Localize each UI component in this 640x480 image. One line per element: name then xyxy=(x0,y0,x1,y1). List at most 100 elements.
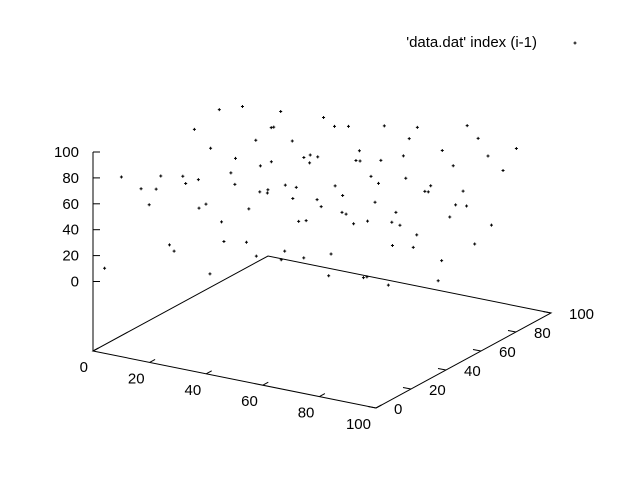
data-point xyxy=(394,210,398,214)
data-point-marker xyxy=(489,223,493,227)
data-point xyxy=(322,116,326,120)
y-tick-label: 40 xyxy=(464,363,481,380)
data-point-marker xyxy=(341,193,345,197)
data-point xyxy=(208,272,212,276)
y-tick-mark xyxy=(507,330,517,333)
data-point xyxy=(465,124,469,128)
data-point xyxy=(233,182,237,186)
data-point-marker xyxy=(217,108,221,112)
data-point-marker xyxy=(316,155,320,159)
x-tick-mark xyxy=(149,358,156,363)
data-point xyxy=(244,240,248,244)
data-point xyxy=(269,160,273,164)
data-point-marker xyxy=(440,148,444,152)
data-point xyxy=(440,148,444,152)
data-point xyxy=(398,223,402,227)
data-point xyxy=(147,203,151,207)
data-point-marker xyxy=(390,220,394,224)
y-tick-mark xyxy=(402,387,412,390)
data-point-marker xyxy=(240,105,244,108)
data-point-marker xyxy=(386,283,390,287)
data-point xyxy=(514,146,518,150)
data-point xyxy=(172,249,176,253)
data-point xyxy=(390,220,394,224)
data-point xyxy=(204,202,208,206)
x-tick-mark xyxy=(92,347,99,352)
z-tick-label: 80 xyxy=(62,170,79,187)
data-point-marker xyxy=(302,156,306,160)
data-point xyxy=(229,171,233,175)
x-tick-label: 100 xyxy=(346,416,371,433)
data-point xyxy=(426,190,430,194)
data-point-marker xyxy=(272,125,276,129)
data-point-marker xyxy=(279,258,283,262)
data-point xyxy=(240,105,244,108)
legend-plus-marker xyxy=(573,41,577,45)
data-point-marker xyxy=(204,202,208,206)
data-point xyxy=(429,184,433,188)
data-point xyxy=(192,127,196,131)
data-point xyxy=(358,159,362,163)
data-point-marker xyxy=(352,222,356,226)
data-point xyxy=(407,137,411,141)
data-point-marker xyxy=(291,197,295,201)
data-point xyxy=(302,156,306,160)
data-point xyxy=(486,154,490,158)
data-point-marker xyxy=(465,124,469,128)
data-point xyxy=(346,124,350,128)
data-point-marker xyxy=(394,210,398,214)
data-point-marker xyxy=(302,256,306,260)
y-tick-label: 0 xyxy=(394,401,402,418)
legend-label: 'data.dat' index (i-1) xyxy=(406,34,537,51)
data-point xyxy=(357,149,361,153)
data-point xyxy=(279,109,283,113)
data-point-marker xyxy=(319,205,323,209)
data-point xyxy=(272,125,276,129)
data-point xyxy=(258,164,262,168)
data-point-marker xyxy=(454,203,458,207)
data-point-marker xyxy=(404,176,408,180)
data-point xyxy=(266,188,270,192)
data-point xyxy=(217,108,221,112)
data-point xyxy=(283,249,287,253)
data-point xyxy=(451,164,455,168)
base-plane-outline xyxy=(91,255,553,409)
data-point xyxy=(373,200,377,204)
data-point xyxy=(423,189,427,193)
data-point-marker xyxy=(473,242,477,246)
data-point xyxy=(308,153,312,157)
data-point-marker xyxy=(501,168,505,172)
data-point xyxy=(366,219,370,223)
data-point xyxy=(382,124,386,128)
data-point-marker xyxy=(258,164,262,168)
data-point xyxy=(454,203,458,207)
data-point xyxy=(411,245,415,249)
x-tick-label: 40 xyxy=(185,382,202,399)
data-point xyxy=(290,139,294,143)
data-point-marker xyxy=(290,139,294,143)
data-point-marker xyxy=(346,124,350,128)
data-point xyxy=(489,223,493,227)
data-point-marker xyxy=(373,200,377,204)
data-point-marker xyxy=(269,160,273,164)
data-point xyxy=(184,181,188,185)
data-point xyxy=(341,193,345,197)
z-tick-label: 20 xyxy=(62,248,79,265)
data-point xyxy=(315,198,319,202)
data-point-marker xyxy=(361,276,365,280)
data-point xyxy=(254,138,258,142)
data-point-marker xyxy=(247,207,251,211)
data-point xyxy=(415,233,419,237)
data-point-marker xyxy=(119,175,123,179)
data-point-marker xyxy=(222,240,226,244)
x-tick-label: 60 xyxy=(241,393,258,410)
data-point xyxy=(197,206,201,210)
data-point xyxy=(265,191,269,195)
x-tick-mark xyxy=(262,381,269,386)
y-tick-label: 60 xyxy=(499,344,516,361)
data-point xyxy=(254,254,258,258)
data-point xyxy=(159,174,163,178)
data-point xyxy=(139,187,143,191)
data-point-marker xyxy=(234,156,237,160)
data-point xyxy=(352,222,356,226)
